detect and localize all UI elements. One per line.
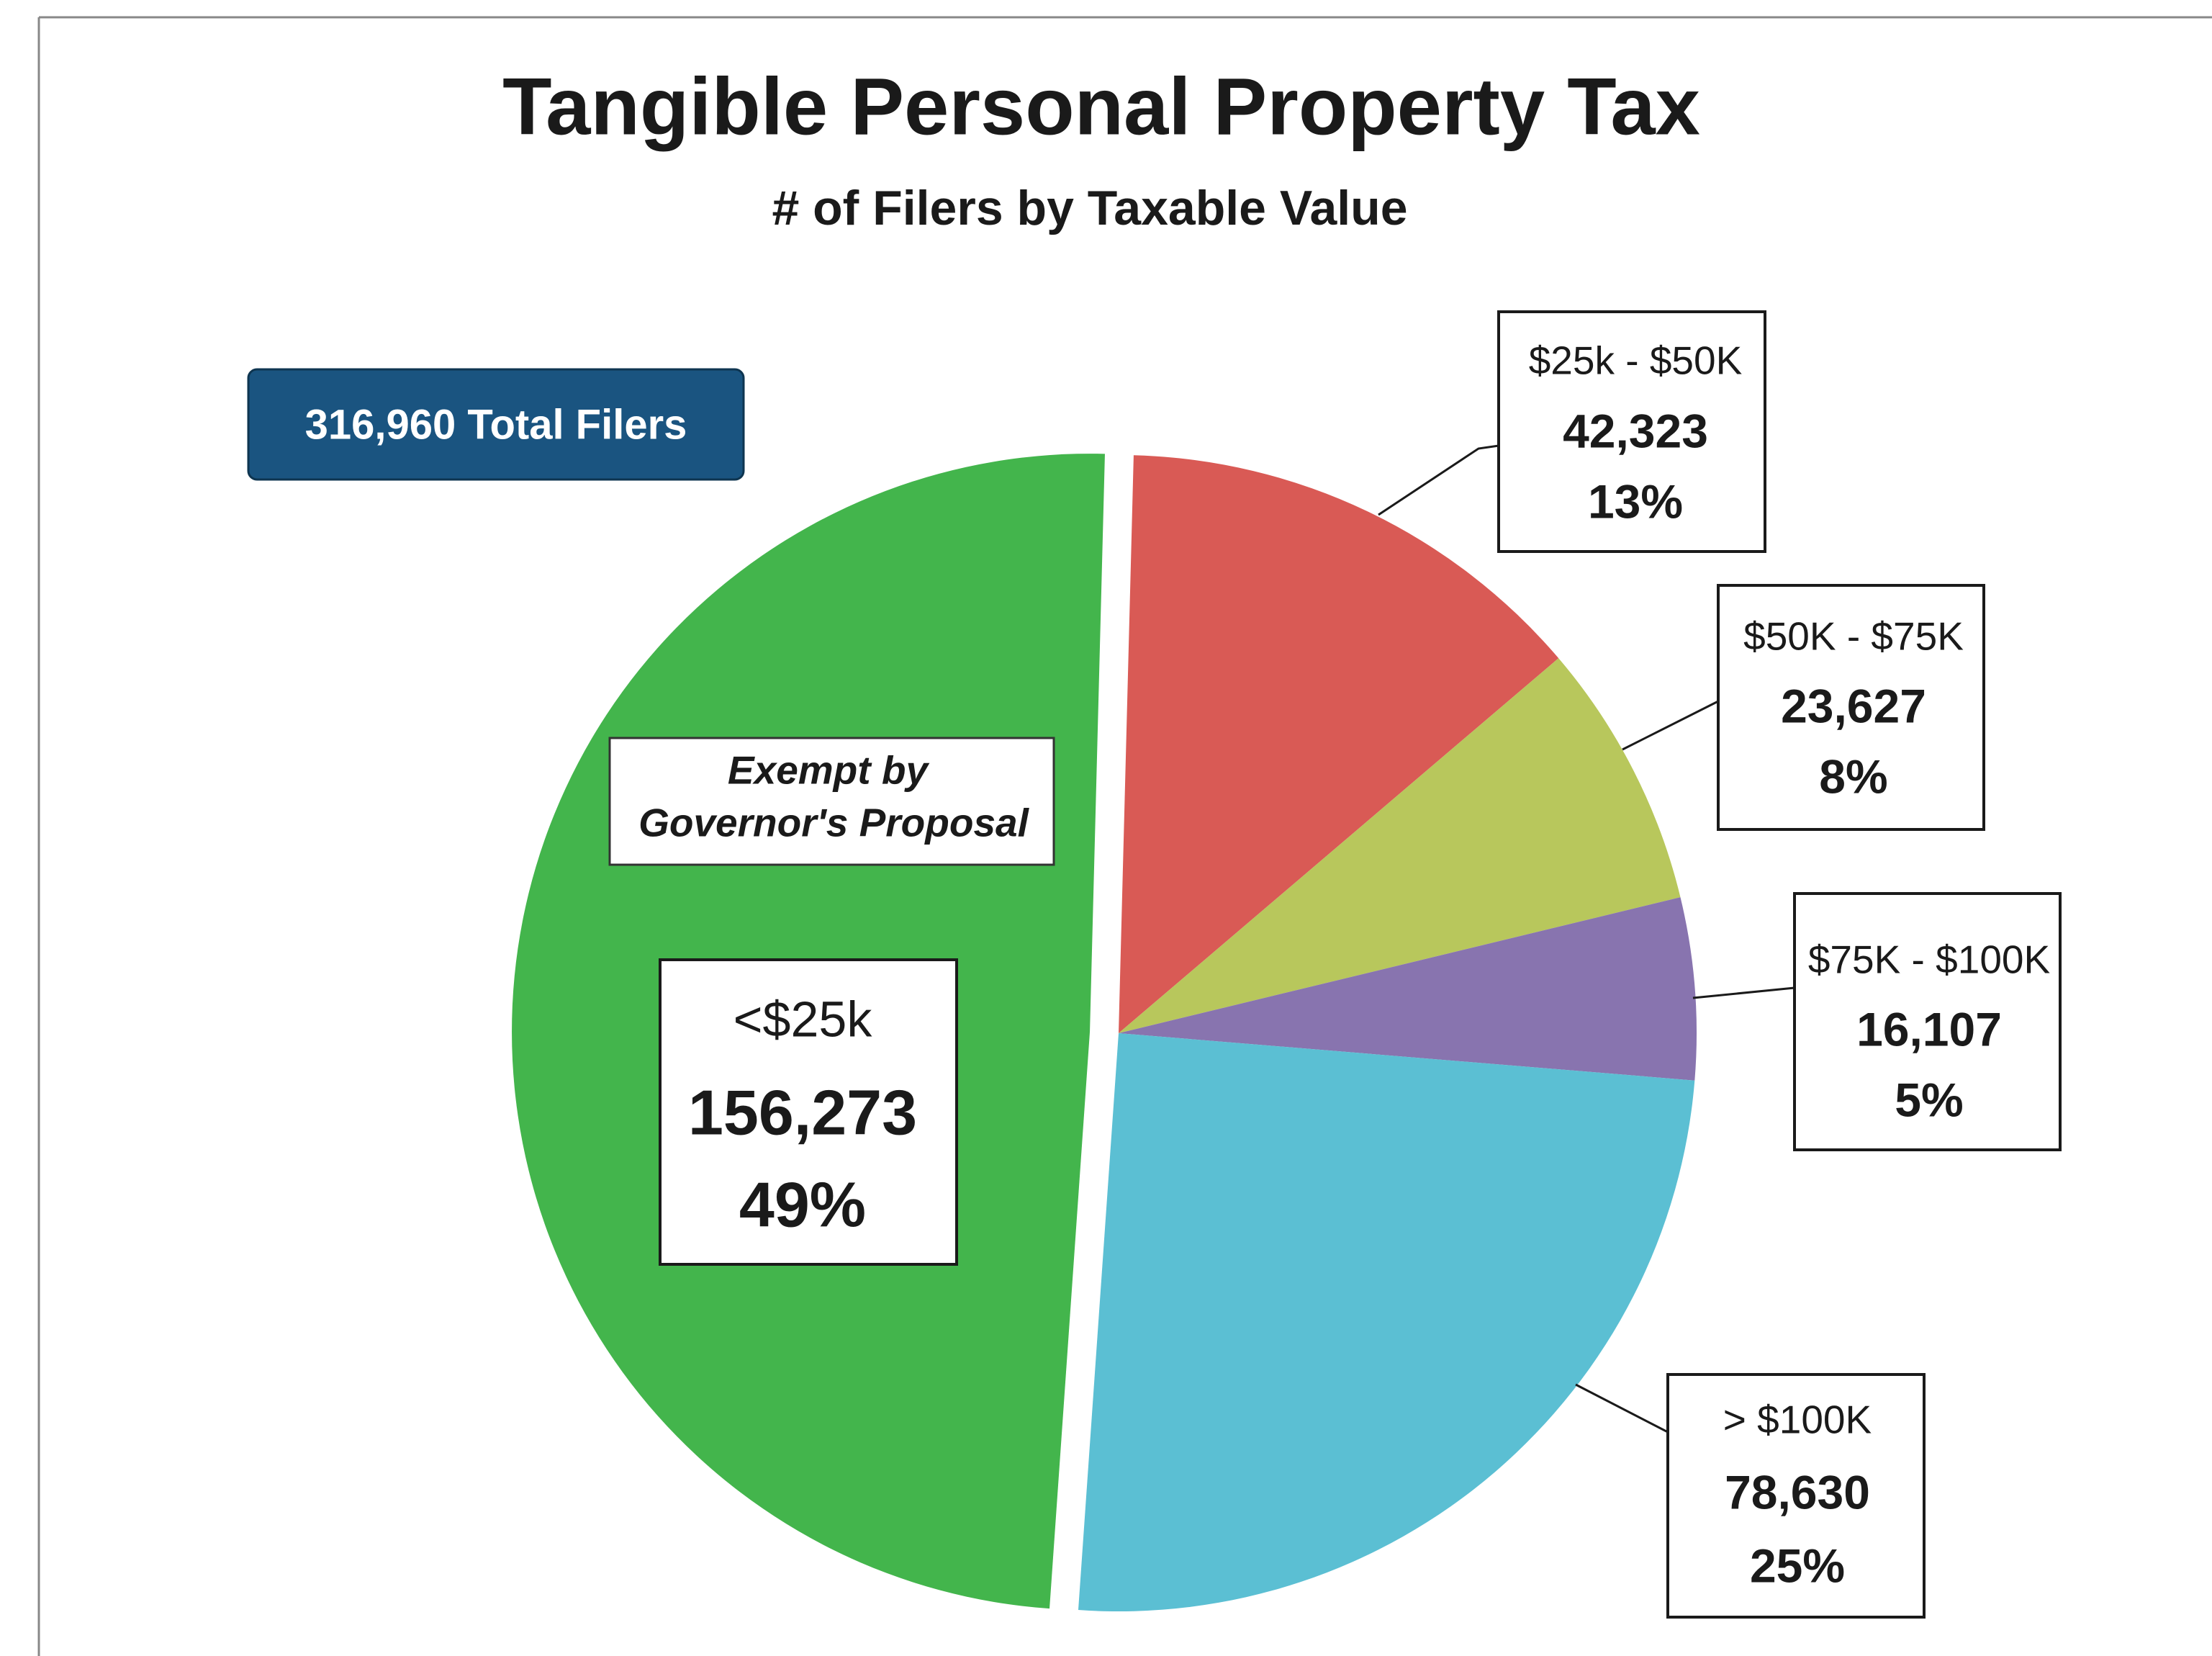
value-label: 78,630 xyxy=(1725,1465,1870,1518)
category-label: $50K - $75K xyxy=(1743,614,1964,659)
label-box xyxy=(1497,310,1766,553)
chart-subtitle: # of Filers by Taxable Value xyxy=(772,181,1407,235)
label-box xyxy=(1666,1373,1926,1619)
pie-slice xyxy=(1119,658,1681,1033)
annotation-line: Governor's Proposal xyxy=(638,801,1030,845)
category-label: $75K - $100K xyxy=(1808,937,2051,982)
percent-label: 25% xyxy=(1750,1539,1845,1592)
value-label: 16,107 xyxy=(1856,1002,2002,1056)
label-box xyxy=(659,958,958,1266)
leader-line xyxy=(1575,1383,1669,1434)
value-label: 156,273 xyxy=(688,1076,917,1148)
annotation-box xyxy=(608,737,1055,866)
value-label: 23,627 xyxy=(1781,679,1926,732)
percent-label: 5% xyxy=(1895,1073,1963,1126)
chart-title: Tangible Personal Property Tax xyxy=(502,62,1700,152)
category-label: $25k - $50K xyxy=(1529,338,1743,383)
percent-label: 13% xyxy=(1588,474,1683,528)
total-label: 316,960 Total Filers xyxy=(305,401,687,448)
leader-line xyxy=(1622,700,1719,751)
leader-lines xyxy=(1378,444,1795,1434)
label-box xyxy=(1793,892,2062,1151)
value-label: 42,323 xyxy=(1563,404,1708,457)
leader-line xyxy=(1692,986,1795,999)
pie-slice xyxy=(1119,897,1697,1081)
percent-label: 49% xyxy=(739,1169,866,1240)
labels: <$25k 156,273 49% $25k - $50K 42,323 13% $50K … xyxy=(659,310,2062,1619)
pie-slice xyxy=(1078,1033,1695,1611)
category-label: > $100K xyxy=(1723,1398,1872,1442)
percent-label: 8% xyxy=(1819,750,1887,803)
pie-slice xyxy=(1119,455,1559,1033)
label-box xyxy=(1717,584,1985,831)
category-label: <$25k xyxy=(733,991,873,1047)
annotation-line: Exempt by xyxy=(728,748,930,793)
total-box xyxy=(247,368,745,481)
leader-line xyxy=(1378,444,1499,516)
